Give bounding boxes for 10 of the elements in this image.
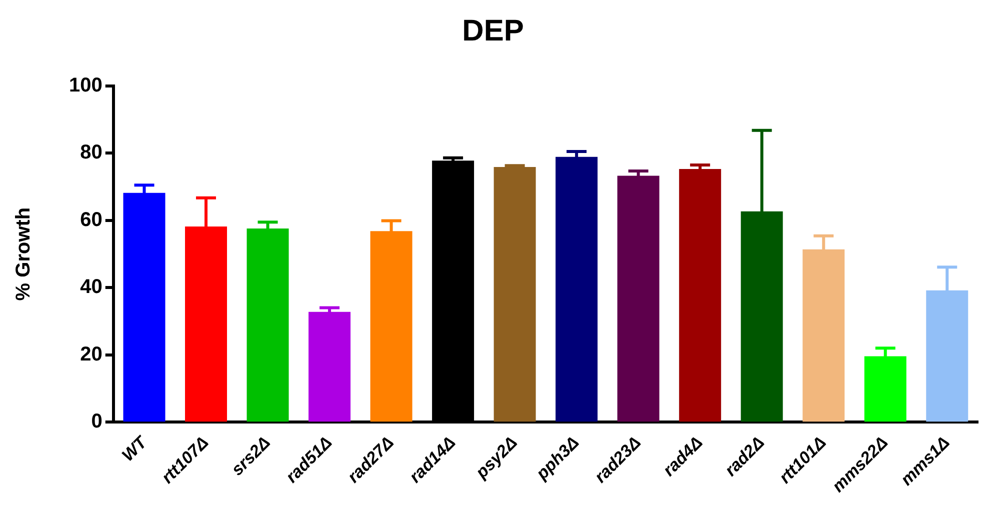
y-tick-label: 40 — [80, 276, 102, 298]
y-tick-label: 80 — [80, 142, 102, 164]
y-axis-title: % Growth — [12, 207, 35, 301]
y-tick-label: 60 — [80, 208, 102, 231]
chart-title: DEP — [462, 14, 524, 48]
bar — [494, 166, 536, 422]
x-tick-label: WT — [118, 432, 152, 466]
y-tick-label: 100 — [68, 74, 102, 97]
y-tick-label: 0 — [91, 410, 102, 433]
y-tick-label: 20 — [80, 343, 102, 366]
